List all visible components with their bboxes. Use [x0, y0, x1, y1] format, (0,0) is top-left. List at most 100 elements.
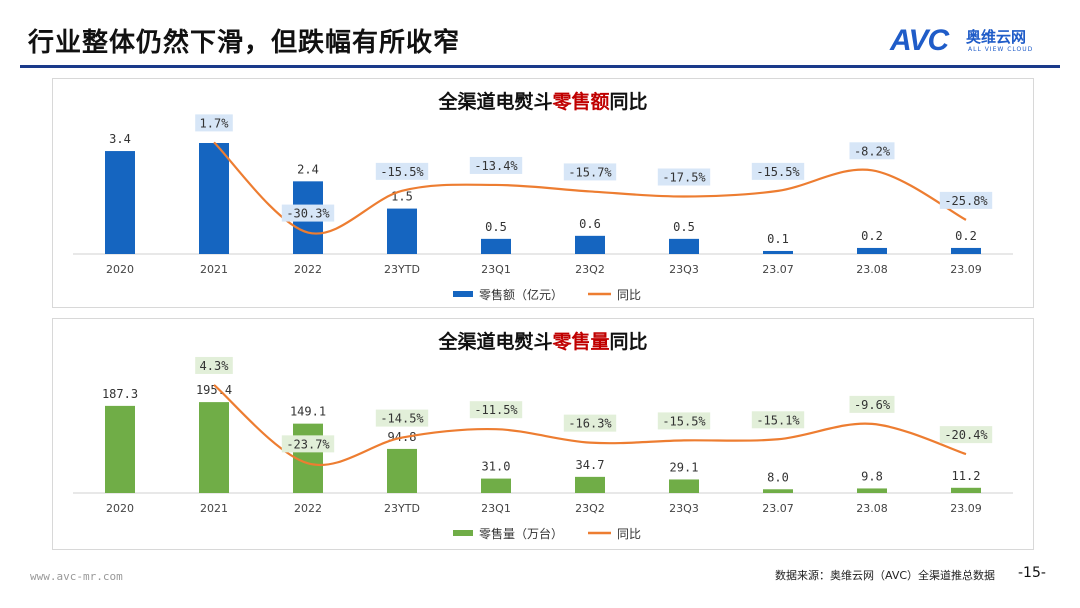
yoy-label: -17.5%	[662, 171, 706, 185]
yoy-label-bg	[281, 435, 335, 453]
chart-title-highlight: 零售额	[552, 91, 610, 113]
bar-label: 149.1	[290, 405, 326, 419]
page-number: -15-	[1018, 565, 1046, 581]
retail-volume-chart-panel: 全渠道电熨斗零售量同比 187.3 195.4 149.1 94.8 31.0 34.7 2…	[52, 318, 1034, 550]
yoy-label: -20.4%	[944, 428, 988, 442]
yoy-label: -30.3%	[286, 207, 330, 221]
yoy-label: -15.7%	[568, 165, 612, 179]
bar-label: 3.4	[109, 132, 131, 146]
chart-title: 全渠道电熨斗零售量同比	[53, 327, 1033, 354]
yoy-label: -9.6%	[854, 398, 891, 412]
x-tick-label: 23.07	[762, 502, 794, 515]
bar-label: 31.0	[482, 460, 511, 474]
x-tick-label: 23.07	[762, 263, 794, 276]
x-tick-label: 23Q1	[481, 502, 511, 515]
bar-label: 0.6	[579, 217, 601, 231]
yoy-label-bg	[751, 411, 805, 429]
x-tick-label: 2020	[106, 263, 134, 276]
yoy-label: -16.3%	[568, 417, 612, 431]
bar-label: 0.5	[485, 220, 507, 234]
bar-label: 0.5	[673, 220, 695, 234]
yoy-label: 4.3%	[200, 359, 230, 373]
bar-23Q3	[669, 479, 699, 493]
bar-label: 9.8	[861, 469, 883, 483]
yoy-label: -13.4%	[474, 159, 518, 173]
yoy-label-bg	[375, 409, 429, 427]
yoy-label: -11.5%	[474, 403, 518, 417]
bar-label: 0.1	[767, 232, 789, 246]
legend-bar-label: 零售量（万台）	[479, 526, 563, 541]
bar-23Q2	[575, 235, 605, 254]
yoy-line	[213, 141, 967, 235]
yoy-label-bg	[563, 163, 617, 181]
yoy-label-bg	[195, 114, 233, 132]
yoy-line	[213, 384, 967, 466]
x-tick-label: 23Q1	[481, 263, 511, 276]
x-tick-label: 23.08	[856, 502, 888, 515]
yoy-label: -15.1%	[756, 413, 800, 427]
yoy-label: -15.5%	[662, 414, 706, 428]
yoy-label: -15.5%	[380, 165, 424, 179]
x-tick-label: 23Q2	[575, 502, 605, 515]
bar-2021	[199, 402, 229, 493]
bar-label: 0.2	[861, 229, 883, 243]
legend-bar-label: 零售额（亿元）	[479, 287, 563, 302]
legend-line-label: 同比	[617, 527, 641, 541]
bar-23.07	[763, 489, 793, 493]
bar-label: 34.7	[576, 458, 605, 472]
yoy-label-bg	[563, 414, 617, 432]
x-tick-label: 23.09	[950, 502, 982, 515]
yoy-label: -8.2%	[854, 144, 891, 158]
bar-23.09	[951, 247, 981, 254]
bar-label: 11.2	[952, 469, 981, 483]
footer-source: 数据来源：奥维云网（AVC）全渠道推总数据	[775, 569, 996, 582]
bar-label: 29.1	[670, 460, 699, 474]
chart-title-prefix: 全渠道电熨斗	[438, 91, 553, 113]
bar-2020	[105, 405, 135, 493]
retail-value-chart-panel: 全渠道电熨斗零售额同比 3.4 2.4 1.5 0.5 0.6 0.5 0.1 0.2 0.2 1…	[52, 78, 1034, 308]
chart-title: 全渠道电熨斗零售额同比	[53, 87, 1033, 114]
x-tick-label: 23.09	[950, 263, 982, 276]
bar-label: 187.3	[102, 387, 138, 401]
bar-23Q1	[481, 238, 511, 254]
yoy-label-bg	[751, 162, 805, 180]
yoy-label-bg	[849, 142, 895, 160]
chart-title-prefix: 全渠道电熨斗	[438, 331, 553, 353]
yoy-label-bg	[939, 191, 993, 209]
bar-23.09	[951, 487, 981, 493]
header-divider	[20, 65, 1060, 68]
yoy-label-bg	[469, 156, 523, 174]
bar-23.07	[763, 250, 793, 254]
bar-label: 0.2	[955, 229, 977, 243]
x-tick-label: 23.08	[856, 263, 888, 276]
avc-logo: AVC 奥维云网 ALL VIEW CLOUD	[890, 22, 1060, 62]
yoy-label: 1.7%	[200, 116, 230, 130]
yoy-label-bg	[849, 395, 895, 413]
yoy-label: -23.7%	[286, 437, 330, 451]
yoy-label: -14.5%	[380, 412, 424, 426]
legend-bar-swatch	[453, 291, 473, 297]
logo-cn-text: 奥维云网	[966, 28, 1027, 46]
yoy-label: -15.5%	[756, 165, 800, 179]
bar-23Q1	[481, 478, 511, 493]
bar-2021	[199, 143, 229, 254]
x-tick-label: 2022	[294, 502, 322, 515]
footer-url: www.avc-mr.com	[30, 570, 123, 583]
bar-23Q2	[575, 476, 605, 493]
bar-23.08	[857, 247, 887, 254]
x-tick-label: 23YTD	[384, 502, 420, 515]
chart-title-suffix: 同比	[609, 331, 648, 353]
chart-title-highlight: 零售量	[552, 331, 610, 353]
x-tick-label: 2021	[200, 263, 228, 276]
page-title: 行业整体仍然下滑，但跌幅有所收窄	[28, 28, 461, 58]
x-tick-label: 2021	[200, 502, 228, 515]
bar-23.08	[857, 488, 887, 493]
yoy-label-bg	[939, 426, 993, 444]
x-tick-label: 23YTD	[384, 263, 420, 276]
x-tick-label: 23Q2	[575, 263, 605, 276]
yoy-label-bg	[195, 356, 233, 374]
yoy-label-bg	[375, 162, 429, 180]
yoy-label-bg	[469, 401, 523, 419]
logo-text: AVC	[890, 24, 949, 57]
